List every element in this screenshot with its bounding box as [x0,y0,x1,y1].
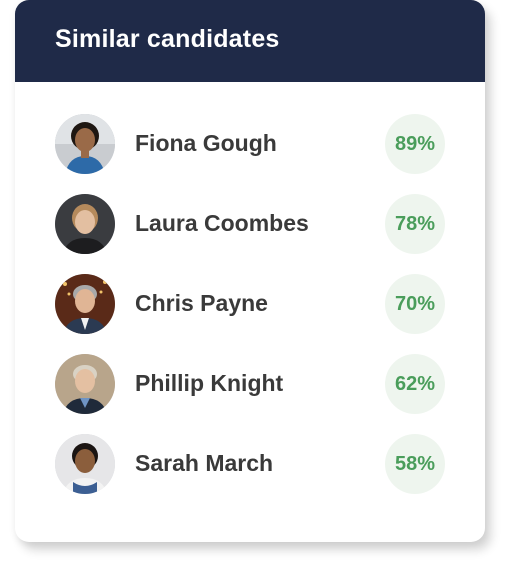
match-score-badge: 70% [385,274,445,334]
candidate-photo [55,114,115,174]
avatar[interactable] [55,194,115,254]
card-header: Similar candidates [15,0,485,82]
candidate-photo [55,274,115,334]
match-score-badge: 89% [385,114,445,174]
match-score-badge: 58% [385,434,445,494]
candidate-photo [55,194,115,254]
candidate-row[interactable]: Phillip Knight 62% [15,352,485,416]
candidate-name[interactable]: Sarah March [135,450,274,476]
candidate-name[interactable]: Chris Payne [135,290,268,316]
candidate-photo [55,434,115,494]
avatar[interactable] [55,354,115,414]
avatar[interactable] [55,274,115,334]
candidate-name[interactable]: Phillip Knight [135,370,284,396]
card-title: Similar candidates [55,24,280,53]
match-score-badge: 62% [385,354,445,414]
avatar[interactable] [55,114,115,174]
candidate-row[interactable]: Sarah March 58% [15,432,485,496]
candidate-row[interactable]: Fiona Gough 89% [15,112,485,176]
candidate-photo [55,354,115,414]
similar-candidates-card: Similar candidates Fiona Gough 89% [15,0,485,542]
candidate-row[interactable]: Chris Payne 70% [15,272,485,336]
candidate-row[interactable]: Laura Coombes 78% [15,192,485,256]
match-score-badge: 78% [385,194,445,254]
candidate-name[interactable]: Laura Coombes [135,210,309,236]
candidate-name[interactable]: Fiona Gough [135,130,277,156]
avatar[interactable] [55,434,115,494]
